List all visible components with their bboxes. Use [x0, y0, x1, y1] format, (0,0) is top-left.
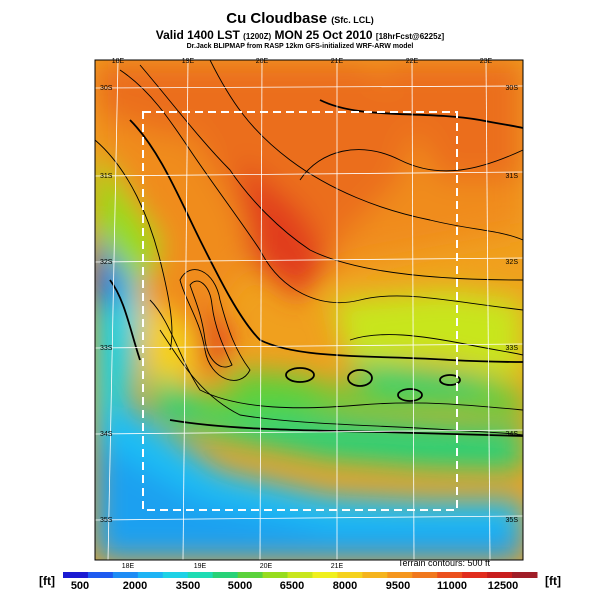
colorbar-swatch [287, 572, 313, 578]
cloudbase-field [95, 60, 523, 560]
lon-label-bottom: 18E [122, 563, 135, 570]
lon-label-bottom: 20E [260, 563, 273, 570]
lat-label-left: 30S [100, 85, 113, 92]
lat-label-left: 35S [100, 517, 113, 524]
colorbar-swatch [412, 572, 438, 578]
lat-label-left: 34S [100, 431, 113, 438]
lat-label-left: 31S [100, 173, 113, 180]
lon-label-top: 18E [112, 58, 125, 65]
colorbar-swatch [437, 572, 463, 578]
colorbar-swatch [387, 572, 413, 578]
lon-label-top: 22E [406, 58, 419, 65]
lat-label-right: 32S [506, 259, 519, 266]
lon-label-top: 19E [182, 58, 195, 65]
lat-label-right: 34S [506, 431, 519, 438]
valid-time: Valid 1400 LST (1200Z) MON 25 Oct 2010 [… [155, 28, 445, 42]
colorbar-swatch [212, 572, 239, 578]
lat-label-left: 33S [100, 345, 113, 352]
lat-label-right: 33S [506, 345, 519, 352]
colorbar-swatch [487, 572, 513, 578]
colorbar-tick-label: 6500 [280, 580, 304, 592]
chart-title: Cu Cloudbase (Sfc. LCL) [226, 10, 374, 27]
lat-label-right: 30S [506, 85, 519, 92]
colorbar-tick-label: 12500 [488, 580, 519, 592]
colorbar-swatch [337, 572, 363, 578]
lat-label-left: 32S [100, 259, 113, 266]
colorbar-swatch [462, 572, 488, 578]
colorbar-swatch [87, 572, 114, 578]
colorbar-swatch [362, 572, 388, 578]
colorbar-swatch [187, 572, 214, 578]
colorbar-tick-label: 5000 [228, 580, 252, 592]
colorbar: 500 2000 3500 5000 6500 8000 9500 11000 12500 [63, 572, 538, 592]
colorbar-tick-label: 9500 [386, 580, 410, 592]
lon-label-top: 21E [331, 58, 344, 65]
terrain-contour-note: Terrain contours: 500 ft [398, 558, 491, 568]
colorbar-swatch [237, 572, 264, 578]
lon-label-bottom: 21E [331, 563, 344, 570]
model-credit: Dr.Jack BLIPMAP from RASP 12km GFS-initi… [186, 43, 414, 50]
inner-domain-boundary [142, 111, 458, 511]
colorbar-swatch [162, 572, 189, 578]
colorbar-swatch [63, 572, 89, 578]
colorbar-swatch [112, 572, 139, 578]
colorbar-swatch [512, 572, 538, 578]
colorbar-tick-label: 11000 [437, 580, 467, 592]
colorbar-tick-label: 3500 [176, 580, 200, 592]
lon-label-bottom: 19E [194, 563, 207, 570]
colorbar-swatch [312, 572, 338, 578]
lon-label-top: 20E [256, 58, 269, 65]
colorbar-swatch [137, 572, 164, 578]
lat-label-right: 31S [506, 173, 519, 180]
colorbar-tick-label: 500 [71, 580, 89, 592]
lat-label-right: 35S [506, 517, 519, 524]
colorbar-swatch [262, 572, 289, 578]
lon-label-top: 23E [480, 58, 493, 65]
colorbar-unit-right: [ft] [545, 574, 561, 588]
colorbar-tick-label: 2000 [123, 580, 147, 592]
colorbar-tick-label: 8000 [333, 580, 357, 592]
colorbar-unit-left: [ft] [39, 574, 55, 588]
